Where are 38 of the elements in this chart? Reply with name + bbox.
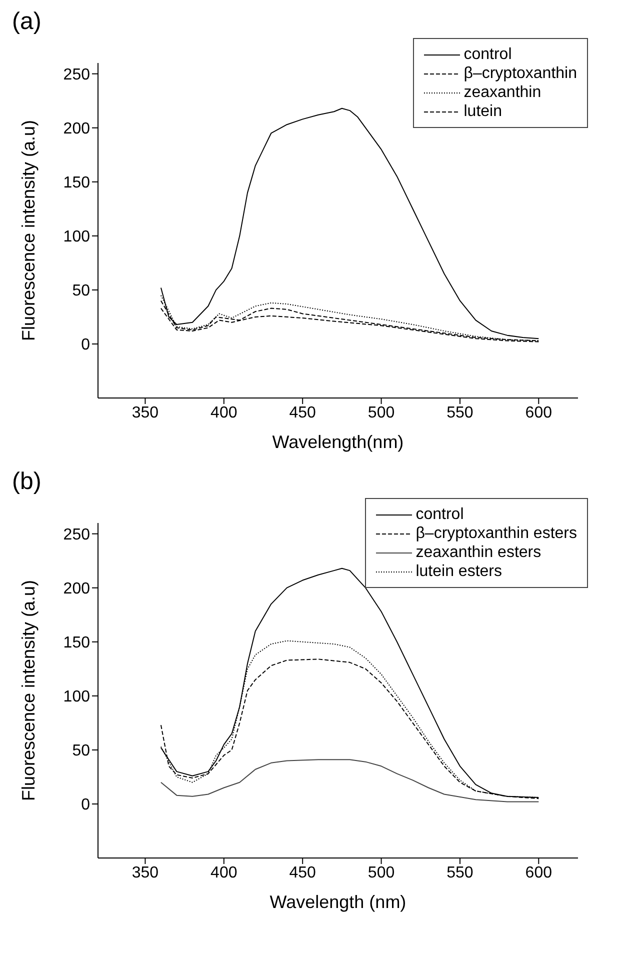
legend-label: zeaxanthin xyxy=(464,83,542,102)
y-tick-label: 200 xyxy=(63,120,90,138)
y-tick-label: 200 xyxy=(63,580,90,598)
legend-label: zeaxanthin esters xyxy=(416,543,542,562)
x-tick-label: 450 xyxy=(289,404,316,422)
legend-label: β–cryptoxanthin esters xyxy=(416,524,577,543)
x-axis-title: Wavelength (nm) xyxy=(270,892,406,912)
legend-label: β–cryptoxanthin xyxy=(464,64,577,83)
x-tick-label: 400 xyxy=(210,404,238,422)
x-tick-label: 350 xyxy=(132,404,159,422)
y-axis-title: Fluorescence intensity (a.u) xyxy=(18,580,38,802)
y-axis-title: Fluorescence intensity (a.u) xyxy=(18,120,38,342)
chart-title: (a) xyxy=(12,8,42,36)
legend-label: lutein xyxy=(464,102,502,121)
x-tick-label: 550 xyxy=(446,404,474,422)
x-tick-label: 350 xyxy=(132,864,159,882)
y-tick-label: 250 xyxy=(63,66,90,84)
y-tick-label: 100 xyxy=(63,688,90,706)
y-tick-label: 50 xyxy=(72,742,90,760)
y-tick-label: 150 xyxy=(63,634,90,652)
legend-label: control xyxy=(416,505,464,524)
legend-label: lutein esters xyxy=(416,562,502,581)
y-tick-label: 50 xyxy=(72,282,90,300)
y-tick-label: 100 xyxy=(63,228,90,246)
x-tick-label: 500 xyxy=(368,404,395,422)
x-tick-label: 600 xyxy=(525,404,552,422)
x-tick-label: 400 xyxy=(210,864,238,882)
x-tick-label: 600 xyxy=(525,864,552,882)
y-tick-label: 0 xyxy=(81,336,90,354)
x-tick-label: 550 xyxy=(446,864,474,882)
x-axis-title: Wavelength(nm) xyxy=(272,432,404,452)
chart-title: (b) xyxy=(12,468,42,496)
y-tick-label: 0 xyxy=(81,796,90,814)
y-tick-label: 250 xyxy=(63,526,90,544)
x-tick-label: 500 xyxy=(368,864,395,882)
y-tick-label: 150 xyxy=(63,174,90,192)
legend-label: control xyxy=(464,45,512,64)
x-tick-label: 450 xyxy=(289,864,316,882)
